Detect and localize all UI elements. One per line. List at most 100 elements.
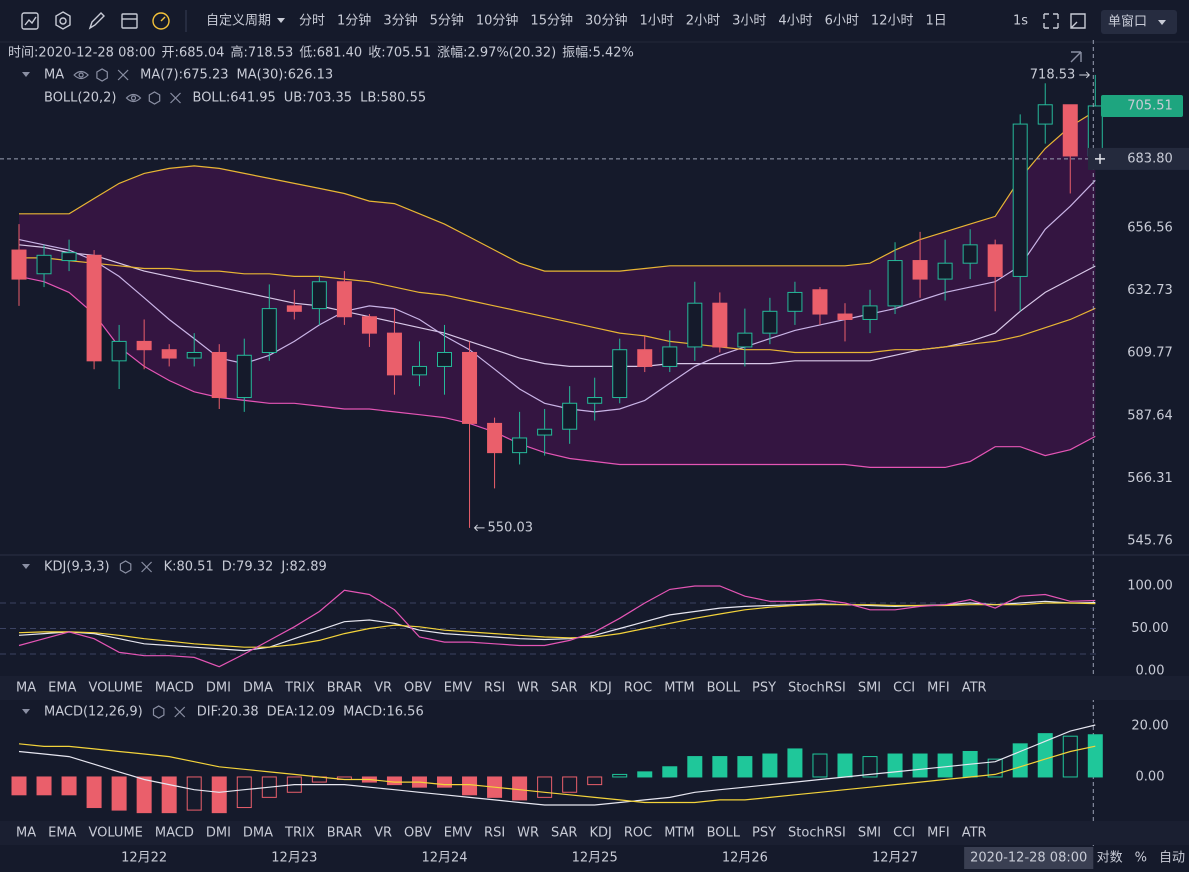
info-value: 2020-12-28 08:00 xyxy=(38,46,155,61)
gear-icon[interactable] xyxy=(96,68,108,82)
indicator-tab[interactable]: ROC xyxy=(624,681,652,696)
indicator-tab[interactable]: EMV xyxy=(444,681,472,696)
indicator-tab[interactable]: KDJ xyxy=(589,826,611,841)
indicator-tab[interactable]: SMI xyxy=(858,826,881,841)
gear-icon[interactable] xyxy=(148,91,161,105)
close-icon[interactable] xyxy=(174,706,186,718)
indicator-tick-label: 50.00 xyxy=(1131,621,1168,636)
period-tab[interactable]: 30分钟 xyxy=(585,13,628,29)
indicator-tab[interactable]: StochRSI xyxy=(788,681,846,696)
chart-icon[interactable] xyxy=(21,12,39,30)
indicator-tab[interactable]: CCI xyxy=(893,681,915,696)
period-tab[interactable]: 3分钟 xyxy=(383,13,417,29)
footer-option[interactable]: 对数 xyxy=(1097,851,1123,866)
indicator-tab[interactable]: EMV xyxy=(444,826,472,841)
indicator-tab[interactable]: BRAR xyxy=(327,826,362,841)
window-button[interactable] xyxy=(1101,10,1177,34)
indicator-tab[interactable]: VR xyxy=(374,681,392,696)
indicator-tab[interactable]: ROC xyxy=(624,826,652,841)
indicator-tab[interactable]: TRIX xyxy=(284,681,315,696)
indicator-tab[interactable]: MA xyxy=(16,681,36,696)
eye-icon[interactable] xyxy=(73,70,89,80)
indicator-tab[interactable]: MACD xyxy=(155,681,194,696)
indicator-tab[interactable]: MACD xyxy=(155,826,194,841)
eye-icon[interactable] xyxy=(125,93,142,103)
indicator-tab[interactable]: ATR xyxy=(962,826,987,841)
period-tab[interactable]: 12小时 xyxy=(871,14,914,29)
period-tab[interactable]: 5分钟 xyxy=(430,13,464,29)
window-arrow xyxy=(1158,20,1166,25)
period-tab[interactable]: 3小时 xyxy=(732,14,766,29)
period-tab[interactable]: 分时 xyxy=(299,14,325,29)
indicator-tab[interactable]: MA xyxy=(16,826,36,841)
footer-option[interactable]: 自动 xyxy=(1159,851,1185,866)
period-tab[interactable]: 4小时 xyxy=(778,14,812,29)
candle-body xyxy=(161,349,177,359)
macd-bar xyxy=(637,771,653,778)
indicator-tab[interactable]: ATR xyxy=(962,681,987,696)
indicator-tab[interactable]: PSY xyxy=(752,826,776,841)
fullscreen-icon[interactable] xyxy=(1043,13,1059,29)
indicator-tab[interactable]: CCI xyxy=(893,826,915,841)
info-value: 2.97%(20.32) xyxy=(468,46,557,61)
indicator-tab[interactable]: OBV xyxy=(404,826,432,841)
macd-bar xyxy=(1062,735,1078,778)
indicator-tab[interactable]: StochRSI xyxy=(788,826,846,841)
indicator-tab[interactable]: SAR xyxy=(551,826,577,841)
period-tab[interactable]: 15分钟 xyxy=(530,13,573,29)
popout-icon[interactable] xyxy=(1070,13,1086,29)
gear-icon[interactable] xyxy=(152,705,165,719)
period-tab[interactable]: 1日 xyxy=(925,14,946,29)
macd-bar xyxy=(712,756,728,778)
indicator-tab[interactable]: SMI xyxy=(858,681,881,696)
speed-icon[interactable] xyxy=(152,12,170,30)
candle-body xyxy=(36,254,52,275)
indicator-tab[interactable]: MFI xyxy=(927,681,950,696)
indicator-tab[interactable]: BRAR xyxy=(327,681,362,696)
indicator-tab[interactable]: WR xyxy=(517,681,539,696)
indicator-tab[interactable]: DMA xyxy=(243,826,273,841)
save-icon[interactable] xyxy=(121,13,138,29)
period-tab[interactable]: 2小时 xyxy=(686,14,720,29)
close-icon[interactable] xyxy=(141,561,153,573)
indicator-tab[interactable]: KDJ xyxy=(589,681,611,696)
footer-option[interactable]: % xyxy=(1135,851,1147,866)
collapse-arrow[interactable] xyxy=(22,709,30,714)
collapse-arrow[interactable] xyxy=(22,72,30,77)
indicator-tab[interactable]: RSI xyxy=(484,826,505,841)
collapse-arrow[interactable] xyxy=(22,564,30,569)
indicator-tab[interactable]: BOLL xyxy=(707,826,741,841)
indicator-tab[interactable]: DMI xyxy=(206,826,231,841)
indicator-tab[interactable]: VOLUME xyxy=(88,681,142,696)
indicator-tab[interactable]: WR xyxy=(517,826,539,841)
period-tab[interactable]: 6小时 xyxy=(825,14,859,29)
close-icon[interactable] xyxy=(117,69,129,81)
indicator-tab[interactable]: BOLL xyxy=(707,681,741,696)
indicator-tab[interactable]: RSI xyxy=(484,681,505,696)
min-arrow xyxy=(473,524,485,532)
draw-icon[interactable] xyxy=(88,12,105,30)
indicator-tab[interactable]: MTM xyxy=(664,681,694,696)
indicator-tab[interactable]: TRIX xyxy=(284,826,315,841)
period-tab[interactable]: 10分钟 xyxy=(476,13,519,29)
indicator-tab[interactable]: DMA xyxy=(243,681,273,696)
indicator-tab[interactable]: PSY xyxy=(752,681,776,696)
period-tab[interactable]: 1小时 xyxy=(640,14,674,29)
indicator-tab[interactable]: DMI xyxy=(206,681,231,696)
indicator-tab[interactable]: VR xyxy=(374,826,392,841)
indicator-tab[interactable]: VOLUME xyxy=(88,826,142,841)
indicator-tab[interactable]: MFI xyxy=(927,826,950,841)
indicator-tab[interactable]: MTM xyxy=(664,826,694,841)
indicator-tab[interactable]: EMA xyxy=(48,681,76,696)
indicator-tab[interactable]: EMA xyxy=(48,826,76,841)
period-tab[interactable]: 1分钟 xyxy=(337,13,371,29)
settings-icon[interactable] xyxy=(55,11,71,30)
gear-icon[interactable] xyxy=(119,560,132,574)
custom-period[interactable]: 自定义周期 xyxy=(206,14,271,29)
macd-bar xyxy=(86,776,102,809)
indicator-tab[interactable]: SAR xyxy=(551,681,577,696)
expand-icon[interactable] xyxy=(1070,51,1082,63)
indicator-tab[interactable]: OBV xyxy=(404,681,432,696)
speed-label[interactable]: 1s xyxy=(1013,14,1028,29)
close-icon[interactable] xyxy=(170,92,181,104)
